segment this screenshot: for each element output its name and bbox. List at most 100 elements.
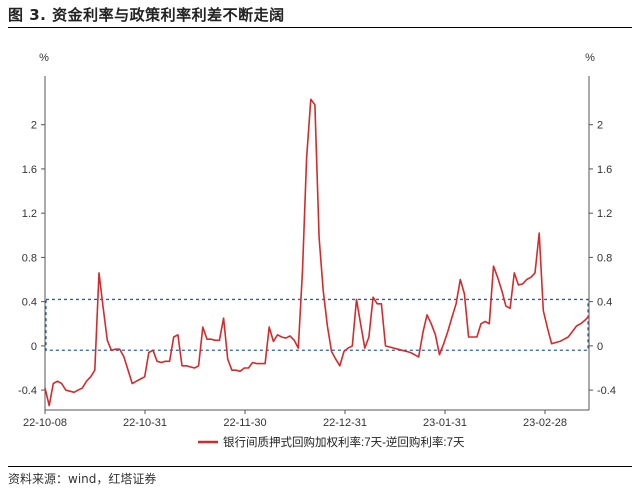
data-point — [567, 336, 569, 338]
dashed-range-band — [45, 298, 589, 351]
data-point — [190, 366, 192, 368]
data-point — [273, 341, 275, 343]
data-point — [264, 363, 266, 365]
data-point — [472, 336, 474, 338]
data-point — [48, 405, 50, 407]
data-point — [381, 303, 383, 305]
data-point — [401, 350, 403, 352]
y-tick-label-left: 0.4 — [22, 297, 37, 309]
data-point — [231, 369, 233, 371]
data-point — [489, 323, 491, 325]
data-point — [61, 383, 63, 385]
data-point — [534, 272, 536, 274]
data-point — [501, 290, 503, 292]
data-point — [136, 380, 138, 382]
y-tick-label-right: 0 — [597, 341, 603, 353]
data-point — [447, 331, 449, 333]
data-point — [376, 303, 378, 305]
data-point — [98, 272, 100, 274]
data-point — [360, 323, 362, 325]
data-point — [285, 337, 287, 339]
legend-label: 银行间质押式回购加权利率:7天-逆回购利率:7天 — [223, 435, 465, 449]
data-point — [107, 340, 109, 342]
data-point — [248, 367, 250, 369]
y-tick-label-right: 1.6 — [597, 164, 612, 176]
y-unit-right: % — [585, 52, 595, 64]
data-point — [451, 316, 453, 318]
data-point — [439, 354, 441, 356]
data-point — [526, 279, 528, 281]
data-point — [343, 351, 345, 353]
x-tick-label: 22-10-31 — [123, 417, 167, 429]
data-point — [173, 336, 175, 338]
data-point — [443, 343, 445, 345]
x-tick-label: 23-02-28 — [523, 417, 567, 429]
data-point — [161, 362, 163, 364]
data-point — [123, 356, 125, 358]
data-point — [509, 308, 511, 310]
x-tick-label: 22-10-08 — [23, 417, 67, 429]
data-point — [215, 340, 217, 342]
data-point — [210, 338, 212, 340]
data-point — [268, 326, 270, 328]
data-point — [73, 392, 75, 394]
data-point — [389, 346, 391, 348]
data-point — [352, 345, 354, 347]
data-point — [576, 325, 578, 327]
data-point — [318, 237, 320, 239]
legend: 银行间质押式回购加权利率:7天-逆回购利率:7天 — [198, 435, 465, 449]
chart: % % -0.4 -0.40 00.4 0.40.8 0.81.2 1.21.6 1.62 2… — [18, 52, 616, 449]
data-point — [115, 348, 117, 350]
data-point — [314, 104, 316, 106]
y-tick-label-right: 0.8 — [597, 252, 612, 264]
data-point — [102, 306, 104, 308]
data-point — [339, 365, 341, 367]
data-point — [239, 371, 241, 373]
data-point — [298, 347, 300, 349]
data-point — [260, 363, 262, 365]
y-tick-label-left: 1.2 — [22, 208, 37, 220]
data-point — [219, 340, 221, 342]
data-point — [152, 350, 154, 352]
data-point — [148, 352, 150, 354]
data-point — [372, 296, 374, 298]
data-point — [559, 341, 561, 343]
data-point — [476, 336, 478, 338]
data-point — [277, 334, 279, 336]
x-tick-label: 23-01-31 — [423, 417, 467, 429]
y-tick-label-left: 0.8 — [22, 252, 37, 264]
data-point — [347, 347, 349, 349]
data-point — [198, 365, 200, 367]
data-point — [356, 299, 358, 301]
data-point — [543, 310, 545, 312]
y-tick-label-left: 2 — [31, 120, 37, 132]
data-point — [227, 358, 229, 360]
data-point — [235, 369, 237, 371]
data-point — [538, 232, 540, 234]
band-layer — [45, 298, 589, 351]
data-point — [185, 365, 187, 367]
data-point — [331, 351, 333, 353]
data-point — [484, 321, 486, 323]
data-point — [289, 335, 291, 337]
data-point — [327, 325, 329, 327]
data-point — [364, 347, 366, 349]
data-point — [94, 369, 96, 371]
data-point — [414, 354, 416, 356]
y-tick-label-right: 1.2 — [597, 208, 612, 220]
data-point — [455, 303, 457, 305]
data-point — [293, 340, 295, 342]
source-rule — [8, 466, 632, 467]
data-point — [418, 356, 420, 358]
data-point — [177, 334, 179, 336]
data-point — [514, 272, 516, 274]
y-tick-label-left: 1.6 — [22, 164, 37, 176]
data-point — [165, 361, 167, 363]
data-point — [252, 362, 254, 364]
x-tick-label: 22-11-30 — [223, 417, 266, 429]
y-unit-left: % — [39, 52, 49, 64]
data-point — [410, 352, 412, 354]
data-point — [169, 361, 171, 363]
data-point — [111, 350, 113, 352]
data-point — [206, 338, 208, 340]
